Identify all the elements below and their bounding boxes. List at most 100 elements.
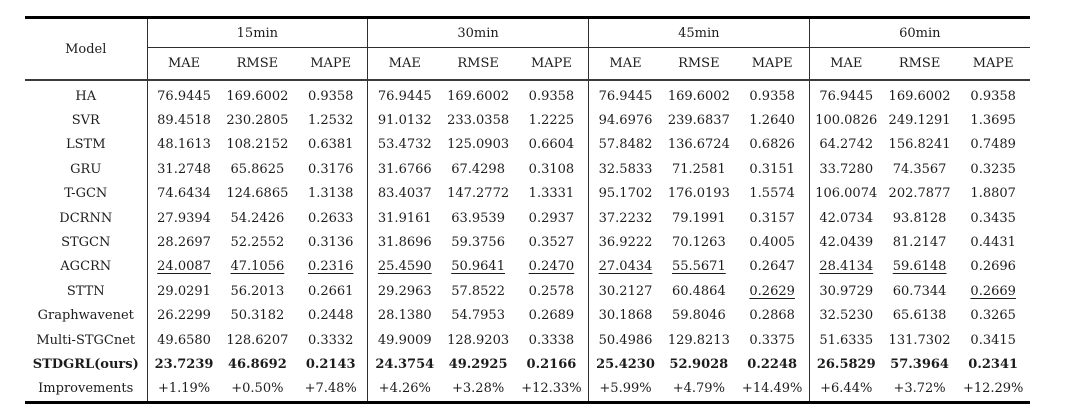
model-name-cell: T-GCN [64, 186, 108, 202]
value-cell: 0.9358 [528, 88, 575, 104]
value-cell: 106.0074 [808, 181, 883, 206]
model-name-cell: Multi-STGCnet [36, 332, 136, 348]
table-row: STDGRL(ours) 23.7239 46.8692 0.2143 24.3754 4… [25, 352, 1030, 377]
second-best-value: 47.1056 [230, 259, 285, 275]
table-row: T-GCN 74.6434 124.6865 1.3138 83.4037 147.277… [25, 181, 1030, 206]
value-cell: 76.9445 [587, 80, 663, 109]
value-cell: 49.6580 [146, 327, 221, 353]
value-cell: 202.7877 [888, 186, 951, 202]
value-cell: 124.6865 [226, 186, 289, 202]
value-cell: 0.3265 [970, 308, 1016, 324]
value-cell: 0.2647 [749, 259, 795, 275]
value-cell: 0.3108 [528, 161, 575, 177]
value-cell: 71.2581 [671, 161, 726, 177]
value-cell: 0.2341 [968, 356, 1019, 372]
table-row: STTN 29.0291 56.2013 0.2661 29.2963 57.8522 0.… [25, 279, 1030, 304]
value-cell: 233.0358 [447, 113, 510, 129]
group-header-row: Model 15min 30min 45min 60min [25, 17, 1030, 81]
value-cell: 169.6002 [447, 88, 510, 104]
value-cell: 29.0291 [146, 279, 221, 304]
value-cell: 1.3331 [528, 186, 575, 202]
value-cell: 57.8522 [451, 283, 505, 299]
value-cell: 93.8128 [892, 210, 947, 226]
value-cell: 0.4005 [749, 235, 795, 251]
metric-header-30min-mae: MAE [367, 47, 442, 81]
value-cell: 0.2470 [515, 255, 589, 279]
value-cell: 52.9028 [669, 356, 729, 372]
value-cell: 28.2697 [146, 230, 221, 255]
model-name-cell: SVR [71, 113, 100, 129]
second-best-value: 50.9641 [451, 259, 505, 275]
value-cell: 0.9358 [970, 88, 1016, 104]
value-cell: 50.4986 [587, 327, 663, 353]
table-row: AGCRN 24.0087 47.1056 0.2316 25.4590 50.9641 0… [25, 254, 1030, 280]
value-cell: 54.2426 [230, 210, 285, 226]
value-cell: 128.9203 [447, 332, 510, 348]
value-cell: 0.6381 [307, 137, 354, 153]
value-cell: 169.6002 [888, 88, 951, 104]
value-cell: +12.33% [521, 381, 582, 397]
value-cell: 0.3157 [749, 210, 795, 226]
second-best-value: 28.4134 [819, 259, 874, 275]
value-cell: 0.3415 [970, 332, 1016, 348]
table-row: STGCN 28.2697 52.2552 0.3136 31.8696 59.3756 0… [25, 230, 1030, 255]
value-cell: 30.9729 [808, 279, 883, 304]
metric-header-15min-mape: MAPE [294, 47, 368, 81]
second-best-value: 24.0087 [157, 259, 211, 275]
value-cell: 0.2868 [749, 308, 795, 324]
value-cell: 83.4037 [367, 181, 442, 206]
table-row: Improvements +1.19% +0.50% +7.48% +4.26% +3.2… [25, 376, 1030, 403]
value-cell: 129.8213 [667, 332, 730, 348]
value-cell: 50.9641 [441, 255, 515, 279]
paper-page: Model 15min 30min 45min 60min MAE RMSE MAPE MA… [25, 16, 1030, 405]
value-cell: 24.0087 [146, 254, 221, 280]
model-name-cell: DCRNN [59, 210, 113, 226]
model-name-cell: Graphwavenet [37, 308, 134, 324]
value-cell: 147.2772 [447, 186, 510, 202]
value-cell: 0.3375 [749, 332, 795, 348]
value-cell: 76.9445 [146, 80, 221, 109]
value-cell: 51.6335 [808, 327, 883, 353]
value-cell: 28.1380 [367, 303, 442, 328]
value-cell: 31.2748 [146, 157, 221, 182]
value-cell: 1.5574 [749, 186, 795, 202]
value-cell: 94.6976 [587, 108, 663, 133]
value-cell: 23.7239 [146, 352, 221, 377]
value-cell: 37.2232 [587, 205, 663, 231]
value-cell: +7.48% [304, 381, 357, 397]
value-cell: 0.3176 [307, 161, 354, 177]
value-cell: 30.1868 [587, 303, 663, 328]
model-name-cell: AGCRN [60, 259, 112, 275]
metric-header-45min-rmse: RMSE [662, 47, 736, 81]
value-cell: 56.2013 [230, 283, 285, 299]
value-cell: 0.9358 [307, 88, 354, 104]
value-cell: 0.2633 [307, 210, 354, 226]
value-cell: 136.6724 [667, 137, 730, 153]
group-header-15min: 15min [146, 17, 368, 48]
results-table: Model 15min 30min 45min 60min MAE RMSE MAPE MA… [25, 16, 1030, 405]
table-row: SVR 89.4518 230.2805 1.2532 91.0132 233.0358 1… [25, 108, 1030, 133]
value-cell: 65.8625 [230, 161, 285, 177]
group-header-45min: 45min [587, 17, 810, 48]
value-cell: 156.8241 [888, 137, 951, 153]
value-cell: +6.44% [808, 376, 883, 403]
value-cell: 128.6207 [226, 332, 289, 348]
value-cell: 76.9445 [367, 80, 442, 109]
value-cell: 30.2127 [587, 279, 663, 304]
value-cell: 33.7280 [808, 157, 883, 182]
value-cell: +12.29% [962, 381, 1024, 397]
value-cell: 0.3136 [307, 235, 354, 251]
value-cell: +5.99% [587, 376, 663, 403]
value-cell: 42.0439 [808, 230, 883, 255]
value-cell: +14.49% [741, 381, 803, 397]
model-name-cell: Improvements [38, 381, 134, 397]
value-cell: 125.0903 [447, 137, 510, 153]
metric-header-60min-mae: MAE [808, 47, 883, 81]
second-best-value: 25.4590 [377, 259, 432, 275]
value-cell: 239.6837 [667, 113, 730, 129]
metric-header-30min-mape: MAPE [514, 47, 589, 81]
value-cell: 176.0193 [667, 186, 730, 202]
value-cell: 49.2925 [448, 356, 508, 372]
value-cell: 26.2299 [146, 303, 221, 328]
value-cell: 28.4134 [808, 254, 883, 280]
